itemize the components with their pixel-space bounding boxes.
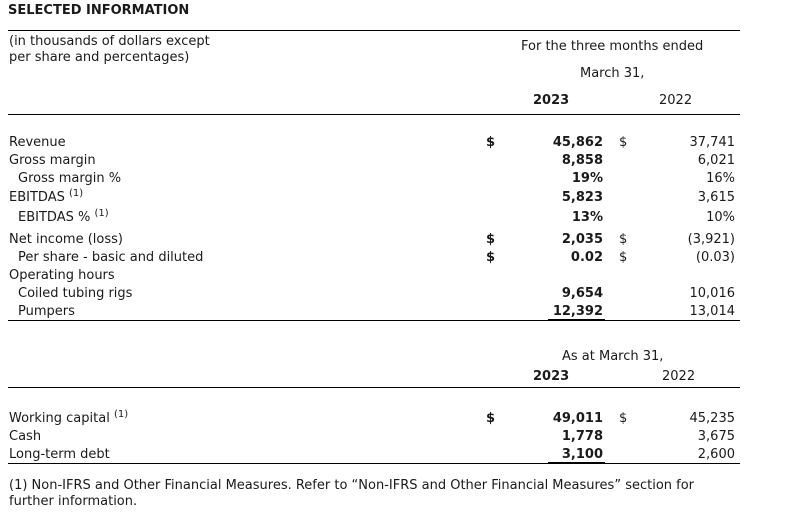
value-2023: 5,823	[561, 190, 603, 205]
row-label: Pumpers	[18, 304, 75, 320]
row-label-text: Gross margin	[9, 153, 96, 168]
row-label-text: Coiled tubing rigs	[18, 286, 133, 301]
value-2023: 1,778	[561, 429, 603, 444]
value-2022: (3,921)	[687, 232, 735, 247]
balance-header-rule	[8, 387, 740, 388]
value-2023: 49,011	[552, 411, 603, 426]
row-label-text: EBITDAS %	[18, 210, 91, 225]
value-2023: 0.02	[570, 250, 603, 265]
row-label-text: Per share - basic and diluted	[18, 250, 204, 265]
row-label: Per share - basic and diluted	[18, 250, 203, 266]
row-label-text: Revenue	[9, 135, 66, 150]
row-label: Gross margin %	[18, 171, 121, 187]
row-label: Gross margin	[9, 153, 96, 169]
footnote-marker: (1)	[94, 208, 109, 219]
balance-column-2023-header: 2023	[533, 369, 570, 384]
row-label-text: EBITDAS	[9, 190, 65, 205]
row-label: Revenue	[9, 135, 66, 151]
dollar-sign: $	[486, 250, 496, 265]
value-2022: 3,675	[697, 429, 735, 444]
row-label: Cash	[9, 429, 41, 445]
period-header-line1: For the three months ended	[521, 39, 704, 54]
debt-2023-underline	[548, 462, 605, 463]
row-label-text: Operating hours	[9, 268, 115, 283]
pumpers-2023-underline	[548, 319, 605, 320]
period-header-line2: March 31,	[580, 66, 645, 81]
value-2022: 37,741	[689, 135, 736, 150]
value-2022: (0.03)	[695, 250, 735, 265]
value-2023: 2,035	[561, 232, 603, 247]
units-note-line2: per share and percentages)	[9, 50, 190, 65]
value-2023: 9,654	[561, 286, 603, 301]
balance-column-2022-header: 2022	[662, 369, 696, 384]
value-2023: 8,858	[561, 153, 603, 168]
value-2022: 3,615	[697, 190, 735, 205]
footnote-line2: further information.	[9, 494, 138, 509]
value-2022: 45,235	[689, 411, 736, 426]
value-2023: 12,392	[552, 304, 603, 319]
dollar-sign: $	[619, 135, 628, 150]
row-label-text: Cash	[9, 429, 42, 444]
value-2023: 45,862	[552, 135, 603, 150]
row-label-text: Pumpers	[18, 304, 75, 319]
column-2022-header: 2022	[659, 93, 693, 108]
value-2022: 13,014	[689, 304, 736, 319]
dollar-sign: $	[486, 135, 496, 150]
row-label: EBITDAS (1)	[9, 188, 84, 207]
row-label: Operating hours	[9, 268, 115, 284]
value-2023: 3,100	[561, 447, 603, 462]
row-label-text: Gross margin %	[18, 171, 122, 186]
column-2023-header: 2023	[533, 93, 570, 108]
footnote-marker: (1)	[113, 409, 129, 420]
balance-header: As at March 31,	[562, 349, 664, 364]
section1-bottom-rule	[8, 320, 740, 321]
row-label: Net income (loss)	[9, 232, 123, 248]
value-2022: 2,600	[697, 447, 735, 462]
value-2023: 13%	[571, 210, 603, 225]
page-title: SELECTED INFORMATION	[8, 3, 190, 18]
value-2022: 6,021	[697, 153, 735, 168]
dollar-sign: $	[619, 250, 628, 265]
row-label: Working capital (1)	[9, 409, 129, 428]
row-label-text: Working capital	[9, 411, 110, 426]
dollar-sign: $	[619, 232, 628, 247]
row-label: Long-term debt	[9, 447, 110, 463]
units-note-line1: (in thousands of dollars except	[9, 34, 210, 49]
row-label: Coiled tubing rigs	[18, 286, 132, 302]
footnote-line1: (1) Non-IFRS and Other Financial Measure…	[9, 478, 695, 493]
dollar-sign: $	[486, 232, 496, 247]
value-2022: 10,016	[689, 286, 736, 301]
row-label: EBITDAS % (1)	[18, 208, 109, 227]
row-label-text: Net income (loss)	[9, 232, 123, 247]
value-2023: 19%	[571, 171, 603, 186]
dollar-sign: $	[619, 411, 628, 426]
section2-bottom-rule	[8, 463, 740, 464]
value-2022: 16%	[706, 171, 735, 186]
title-rule	[8, 30, 740, 31]
value-2022: 10%	[706, 210, 735, 225]
header-rule	[8, 114, 740, 115]
footnote-marker: (1)	[68, 188, 84, 199]
dollar-sign: $	[486, 411, 496, 426]
row-label-text: Long-term debt	[9, 447, 110, 462]
